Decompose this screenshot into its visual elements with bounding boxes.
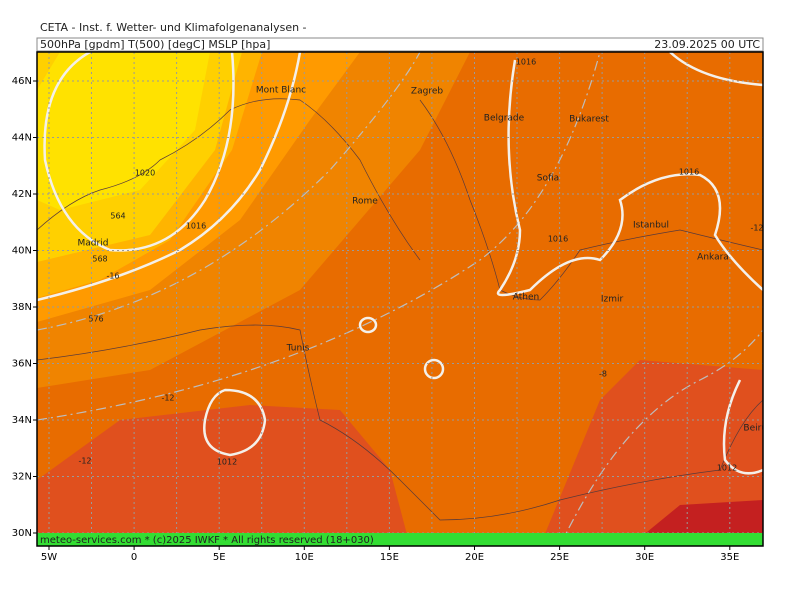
lat-tick-label: 40N — [12, 246, 32, 257]
place-label: Sofia — [537, 174, 559, 184]
isobar — [358, 316, 378, 334]
place-label: Tunis — [286, 344, 310, 354]
isobar — [37, 52, 302, 302]
contour-label: 564 — [110, 212, 125, 221]
contour-label: 1016 — [186, 222, 206, 231]
field — [540, 360, 763, 546]
lat-tick-label: 44N — [12, 133, 32, 144]
place-label: Ankara — [697, 253, 729, 263]
isobar — [722, 379, 763, 475]
field — [37, 405, 410, 546]
place-label: Izmir — [601, 295, 624, 305]
labels: Mont Blanc Zagreb Belgrade Bukarest Sofia Rom… — [78, 58, 771, 473]
contour-label: -8 — [599, 370, 607, 379]
contour-label: -12 — [750, 224, 763, 233]
isobar — [669, 52, 763, 87]
lon-tick-label: 20E — [465, 552, 484, 563]
lat-tick-label: 46N — [12, 76, 32, 87]
place-label: Istanbul — [633, 221, 669, 231]
lat-tick-label: 42N — [12, 189, 32, 200]
place-label: Mont Blanc — [256, 86, 306, 96]
isobar — [423, 358, 445, 380]
lon-tick-label: 25E — [550, 552, 569, 563]
footer: meteo-services.com * (c)2025 IWKF * All … — [40, 535, 374, 546]
place-label: Rome — [352, 197, 378, 207]
contour-label: 568 — [92, 255, 107, 264]
lat-tick-label: 30N — [12, 528, 32, 539]
temperature-contour — [37, 52, 763, 546]
contour-label: -16 — [106, 272, 119, 281]
footer-bar — [37, 533, 763, 546]
contour-label: 1016 — [516, 58, 536, 67]
place-label: Beirut — [743, 424, 771, 434]
contour-label: 1016 — [548, 235, 568, 244]
lat-tick-label: 36N — [12, 359, 32, 370]
title: CETA - Inst. f. Wetter- und Klimafolgena… — [40, 21, 307, 34]
date: 23.09.2025 00 UTC — [654, 38, 760, 51]
field — [37, 52, 210, 210]
contour-label: 1020 — [135, 169, 155, 178]
place-label: Belgrade — [484, 114, 525, 124]
lon-tick-label: 10E — [295, 552, 314, 563]
place-label: Zagreb — [411, 87, 443, 97]
lon-tick-label: 35E — [720, 552, 739, 563]
lat-tick-label: 32N — [12, 472, 32, 483]
contour-label: 576 — [88, 315, 103, 324]
isobar — [43, 52, 235, 252]
isobar — [203, 388, 267, 457]
lon-tick-label: 15E — [380, 552, 399, 563]
contour-label: 1012 — [217, 458, 237, 467]
lat-tick-label: 38N — [12, 302, 32, 313]
coastline — [37, 98, 763, 521]
map-area: Mont Blanc Zagreb Belgrade Bukarest Sofia Rom… — [37, 52, 771, 546]
header-bar — [36, 37, 764, 52]
contour-label: -12 — [78, 457, 91, 466]
contour-label: 1012 — [717, 464, 737, 473]
lat-tick-label: 34N — [12, 415, 32, 426]
lon-tick-label: 30E — [635, 552, 654, 563]
isobar — [496, 59, 763, 297]
lon-tick-label: 5E — [213, 552, 226, 563]
lon-tick-label: 0 — [131, 552, 137, 563]
map-frame — [36, 51, 764, 547]
place-label: Athen — [513, 293, 539, 303]
place-label: Bukarest — [569, 115, 609, 125]
lon-tick-label: 5W — [41, 552, 57, 563]
contour-label: -12 — [161, 394, 174, 403]
ticks: 5W 0 5E 10E 15E 20E 25E 30E 35E 46N 44N 42N 40N 38N 36… — [12, 76, 740, 563]
contour-label: 1016 — [679, 168, 699, 177]
place-label: Madrid — [78, 239, 109, 249]
fields: 500hPa [gpdm] T(500) [degC] MSLP [hpa] — [40, 38, 270, 51]
